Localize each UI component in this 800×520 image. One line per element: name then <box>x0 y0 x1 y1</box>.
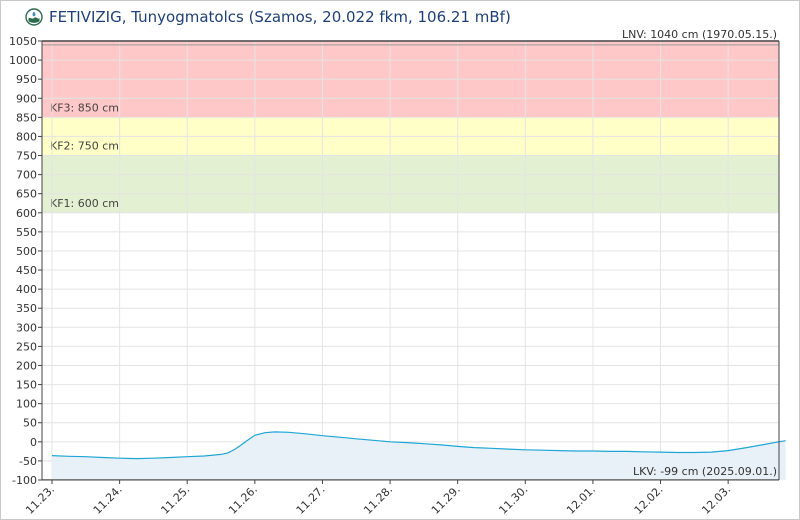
reference-label-1: LKV: -99 cm (2025.09.01.) <box>633 465 777 478</box>
y-tick-label: 350 <box>16 302 37 315</box>
axis-layer <box>41 40 780 481</box>
x-tick-label: 11.28. <box>361 483 395 517</box>
reference-label-0: LNV: 1040 cm (1970.05.15.) <box>622 28 777 41</box>
y-tick-label: 250 <box>16 340 37 353</box>
series-line-0 <box>51 431 786 460</box>
y-tick-label: 500 <box>16 245 37 258</box>
x-tick-label: 11.24. <box>91 483 125 517</box>
x-tick-label: 11.29. <box>429 483 463 517</box>
y-tick-label: 300 <box>16 321 37 334</box>
y-tick-label: 0 <box>30 436 37 449</box>
y-tick-label: 850 <box>16 111 37 124</box>
y-tick-label: 700 <box>16 169 37 182</box>
x-tick-label: 11.25. <box>158 483 192 517</box>
series-area-0 <box>52 431 786 480</box>
y-tick-label: 150 <box>16 379 37 392</box>
chart-header: FETIVIZIG, Tunyogmatolcs (Szamos, 20.022… <box>25 8 511 26</box>
chart-title: FETIVIZIG, Tunyogmatolcs (Szamos, 20.022… <box>49 8 511 26</box>
y-tick-label: 1000 <box>9 54 37 67</box>
x-tick-label: 11.30. <box>496 483 530 517</box>
x-tick-labels: 11.23. 11.24. 11.25. 11.26. 11.27. 11.28. 11.2… <box>23 480 733 517</box>
zone-label-kf1: KF1: 600 cm <box>50 197 119 210</box>
y-tick-label: 650 <box>16 188 37 201</box>
zone-label-kf3: KF3: 850 cm <box>50 101 119 114</box>
x-tick-label: 12.02. <box>632 483 666 517</box>
x-tick-label: 12.03. <box>699 483 733 517</box>
y-tick-label: 100 <box>16 398 37 411</box>
y-tick-labels: -100 -50 0 50 100 150 200 250 300 350 400 450 500 550… <box>9 35 42 487</box>
y-tick-label: -50 <box>19 455 37 468</box>
zones-layer: KF1: 600 cm KF2: 750 cm KF3: 850 cm <box>42 41 779 213</box>
y-tick-label: 550 <box>16 226 37 239</box>
y-tick-label: -100 <box>12 474 37 487</box>
y-tick-label: 950 <box>16 73 37 86</box>
y-tick-label: 400 <box>16 283 37 296</box>
y-tick-label: 750 <box>16 150 37 163</box>
y-tick-label: 50 <box>23 417 37 430</box>
x-tick-label: 12.01. <box>564 483 598 517</box>
x-tick-label: 11.23. <box>23 483 57 517</box>
water-drop-logo-icon <box>25 8 43 26</box>
y-tick-label: 800 <box>16 130 37 143</box>
series-layer <box>51 431 786 480</box>
y-tick-label: 1050 <box>9 35 37 48</box>
zone-kf1 <box>42 155 779 213</box>
x-tick-label: 11.26. <box>226 483 260 517</box>
zone-label-kf2: KF2: 750 cm <box>50 140 119 153</box>
x-tick-label: 11.27. <box>294 483 328 517</box>
y-tick-label: 200 <box>16 359 37 372</box>
y-tick-label: 600 <box>16 207 37 220</box>
y-tick-label: 450 <box>16 264 37 277</box>
y-tick-label: 900 <box>16 92 37 105</box>
